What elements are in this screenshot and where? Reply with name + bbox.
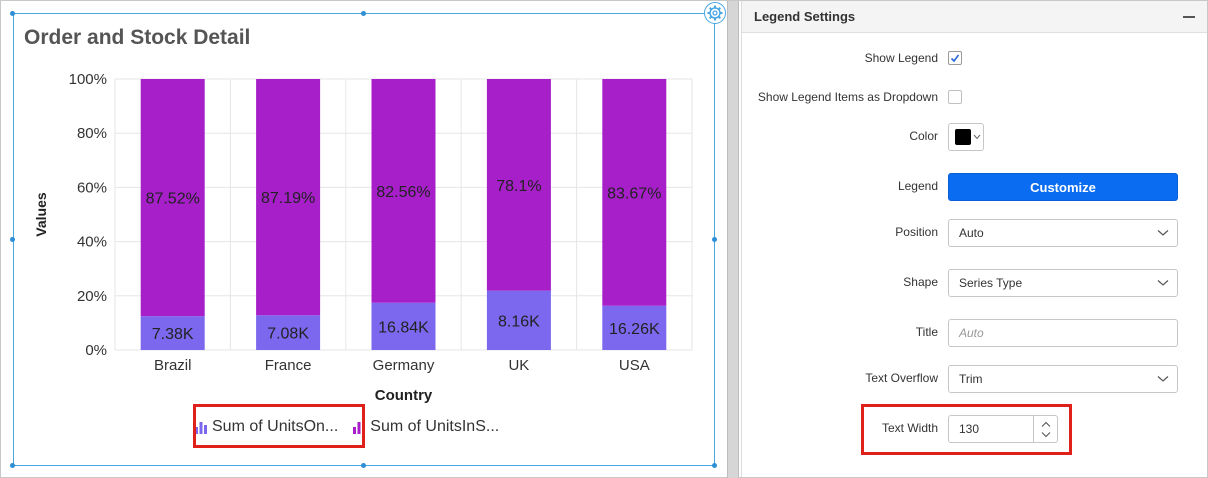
checkmark-icon: [950, 54, 960, 63]
chart-widget[interactable]: Order and Stock Detail 0% 20% 40% 60% 80% 100…: [13, 13, 715, 466]
resize-handle-mr[interactable]: [712, 237, 717, 242]
legend-label: Sum of UnitsInS...: [370, 418, 500, 435]
row-text-overflow: Text Overflow Trim: [742, 361, 1208, 395]
legend-label-text: Legend: [897, 179, 938, 193]
show-legend-label: Show Legend: [864, 51, 938, 65]
x-tick-label: UK: [508, 357, 529, 374]
y-tick-label: 60%: [77, 179, 107, 196]
data-label: 7.38K: [152, 326, 194, 343]
title-input[interactable]: Auto: [948, 319, 1178, 347]
widget-title: Order and Stock Detail: [24, 26, 251, 49]
resize-handle-bm[interactable]: [361, 463, 366, 468]
row-text-width: Text Width 130: [742, 411, 1208, 445]
bar-segment: [602, 79, 667, 306]
resize-handle-tl[interactable]: [10, 11, 15, 16]
bar-segment: [256, 315, 321, 350]
data-label: 16.26K: [609, 321, 660, 338]
data-label: 8.16K: [498, 313, 540, 330]
stacked-bar-chart: 0% 20% 40% 60% 80% 100% 7.38K 87.52% Brazil 7.08K…: [33, 71, 693, 404]
customize-button[interactable]: Customize: [948, 173, 1178, 201]
highlight-text-width-box: [861, 404, 1072, 455]
bar-segment: [371, 302, 436, 350]
panel-splitter[interactable]: [727, 1, 739, 478]
show-dropdown-checkbox[interactable]: [948, 90, 962, 104]
color-swatch: [955, 129, 971, 145]
legend-item-units-in-stock[interactable]: Sum of UnitsInS...: [352, 418, 499, 436]
chevron-down-icon: [973, 134, 981, 140]
y-axis-title: Values: [33, 192, 49, 237]
panel-header[interactable]: Legend Settings: [742, 1, 1207, 33]
text-overflow-label: Text Overflow: [865, 371, 938, 385]
text-overflow-value: Trim: [959, 372, 983, 386]
y-tick-label: 40%: [77, 234, 107, 251]
shape-value: Series Type: [959, 276, 1023, 290]
row-color: Color: [742, 119, 1208, 153]
position-label: Position: [895, 225, 938, 239]
row-legend: Legend Customize: [742, 169, 1208, 203]
chart-legend: Sum of UnitsOn... Sum of UnitsInS...: [194, 407, 513, 447]
chevron-down-icon: [1157, 280, 1169, 286]
resize-handle-tm[interactable]: [361, 11, 366, 16]
data-label: 87.19%: [261, 190, 315, 207]
text-width-value: 130: [959, 422, 980, 436]
bar-segment: [140, 79, 205, 317]
show-dropdown-label: Show Legend Items as Dropdown: [757, 90, 938, 104]
shape-select[interactable]: Series Type: [948, 269, 1178, 297]
shape-label: Shape: [903, 275, 938, 289]
chevron-down-icon: [1157, 376, 1169, 382]
chevron-down-icon: [1157, 230, 1169, 236]
text-overflow-select[interactable]: Trim: [948, 365, 1178, 393]
x-tick-label: USA: [619, 357, 650, 374]
resize-handle-ml[interactable]: [10, 237, 15, 242]
title-label: Title: [915, 325, 938, 339]
spin-buttons[interactable]: [1033, 416, 1057, 442]
row-shape: Shape Series Type: [742, 265, 1208, 299]
y-tick-label: 20%: [77, 288, 107, 305]
panel-title: Legend Settings: [754, 9, 856, 24]
bar-segment: [486, 290, 551, 350]
row-show-dropdown: Show Legend Items as Dropdown: [742, 80, 1208, 114]
x-tick-label: Germany: [373, 357, 435, 374]
legend-item-units-on-order[interactable]: Sum of UnitsOn...: [194, 418, 338, 436]
collapse-icon[interactable]: [1183, 15, 1195, 18]
x-tick-label: Brazil: [154, 357, 192, 374]
color-label: Color: [909, 129, 938, 143]
position-value: Auto: [959, 226, 984, 240]
bar-segment: [140, 316, 205, 350]
position-select[interactable]: Auto: [948, 219, 1178, 247]
bar-segment: [256, 79, 321, 316]
text-width-label: Text Width: [881, 421, 938, 435]
resize-handle-br[interactable]: [712, 463, 717, 468]
data-label: 82.56%: [376, 184, 430, 201]
color-picker-button[interactable]: [948, 123, 984, 151]
highlight-legend-box: [193, 404, 365, 448]
y-tick-label: 0%: [85, 342, 107, 359]
legend-settings-panel: Legend Settings Show Legend Show Legend …: [741, 1, 1207, 477]
data-label: 78.1%: [496, 178, 541, 195]
legend-label: Sum of UnitsOn...: [212, 418, 339, 435]
bar-series-icon: [195, 422, 207, 434]
bar-segment: [371, 79, 436, 303]
data-label: 83.67%: [607, 185, 661, 202]
bar-segment: [602, 305, 667, 350]
chevron-down-icon[interactable]: [1041, 431, 1051, 438]
text-width-numeric[interactable]: 130: [948, 415, 1058, 443]
settings-gear-icon[interactable]: [704, 2, 726, 24]
y-tick-label: 80%: [77, 125, 107, 142]
x-tick-label: France: [265, 357, 312, 374]
bar-segment: [486, 79, 551, 291]
data-label: 7.08K: [267, 326, 309, 343]
resize-handle-bl[interactable]: [10, 463, 15, 468]
data-label: 87.52%: [146, 191, 200, 208]
show-legend-checkbox[interactable]: [948, 51, 962, 65]
row-position: Position Auto: [742, 215, 1208, 249]
data-label: 16.84K: [378, 319, 429, 336]
chevron-up-icon[interactable]: [1041, 421, 1051, 428]
row-title: Title Auto: [742, 315, 1208, 349]
row-show-legend: Show Legend: [742, 41, 1208, 75]
title-placeholder: Auto: [959, 326, 984, 340]
y-tick-label: 100%: [69, 71, 107, 88]
x-axis-title: Country: [375, 387, 433, 404]
